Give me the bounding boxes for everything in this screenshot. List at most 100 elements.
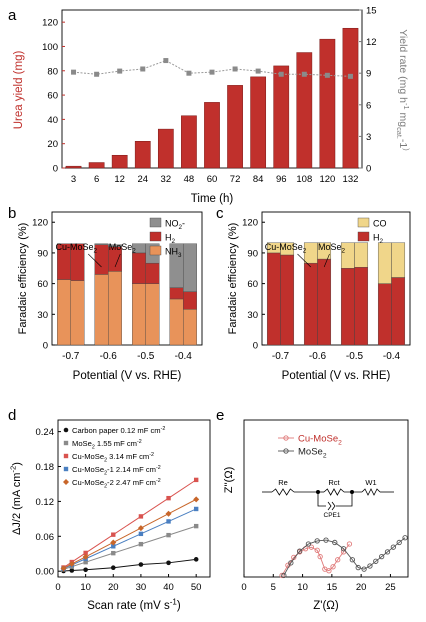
- text-part: -1: [397, 139, 409, 148]
- text-part: 2: [380, 238, 384, 245]
- y-right-tick-label: 15: [366, 6, 377, 17]
- text-part: 2: [172, 238, 176, 245]
- bar-segment: [70, 243, 85, 281]
- x-tick-label: 24: [137, 174, 148, 185]
- text-part: -2: [156, 465, 161, 471]
- bar: [157, 128, 174, 169]
- legend-label: CO: [373, 219, 387, 229]
- bar-segment: [354, 267, 369, 346]
- text-part: -2: [137, 439, 142, 445]
- legend-label: Carbon paper 0.12 mF cm-2: [72, 426, 165, 435]
- y-right-axis-label: Yield rate (mg h-1 mgcat.-1): [395, 29, 411, 150]
- legend-marker: [63, 440, 69, 446]
- data-point: [193, 557, 199, 562]
- data-point: [373, 558, 379, 564]
- bar-segment: [280, 242, 295, 256]
- data-point: [323, 537, 329, 543]
- legend-marker: [63, 479, 69, 485]
- bar: [273, 65, 290, 169]
- data-point: [324, 72, 330, 78]
- data-point: [308, 544, 315, 550]
- data-point: [138, 531, 144, 537]
- y-tick-label: 0.12: [36, 497, 55, 508]
- data-point: [71, 69, 77, 75]
- panel-a: 0 20 40 60 80 100 120 0 3 6 9 12 15 3 6 12 24 32 48 60 72 84 9…: [13, 6, 411, 206]
- bar-segment: [377, 242, 392, 284]
- data-point: [166, 532, 171, 538]
- x-tick-label: -0.7: [272, 351, 290, 362]
- text-part: MoSe: [72, 439, 92, 448]
- circuit-resistor: [271, 488, 295, 496]
- data-point: [255, 68, 261, 74]
- text-part: ): [11, 462, 23, 466]
- bar-segment: [132, 283, 146, 346]
- text-part: 2: [179, 224, 183, 231]
- fit-line: [283, 537, 406, 576]
- y-tick-label: 0.00: [36, 567, 55, 578]
- data-point: [340, 546, 347, 552]
- bar: [319, 38, 336, 169]
- bar-segment: [94, 243, 109, 245]
- x-tick-label: 50: [191, 582, 202, 593]
- text-part: ): [177, 600, 181, 612]
- data-point: [69, 568, 75, 573]
- x-tick-label: 72: [230, 174, 241, 185]
- y-axis-label: Z''(Ω): [223, 467, 235, 493]
- text-part: NO: [165, 219, 179, 229]
- data-point: [390, 544, 397, 550]
- text-part: 2: [104, 483, 107, 489]
- x-tick-label: 32: [161, 174, 172, 185]
- x-tick-label: 20: [356, 582, 367, 593]
- data-point: [166, 495, 171, 501]
- bar: [342, 27, 359, 169]
- data-point: [402, 535, 408, 541]
- x-tick-label: -0.6: [309, 351, 327, 362]
- bar-segment: [108, 244, 122, 247]
- y-tick-label: 90: [37, 248, 48, 259]
- data-point: [335, 557, 341, 563]
- x-tick-label: 0: [241, 582, 246, 593]
- plot-frame: [261, 211, 411, 346]
- data-point: [281, 572, 287, 579]
- data-point: [137, 525, 144, 532]
- bar: [111, 154, 128, 169]
- text-part: Cu-MoSe: [72, 465, 104, 474]
- x-tick-label: 0: [55, 582, 60, 593]
- x-tick-label: 108: [296, 174, 312, 185]
- text-part: 3.14 mF cm: [107, 452, 149, 461]
- annotation-arrow: [88, 253, 102, 268]
- bar: [88, 162, 105, 169]
- y-tick-label: 120: [242, 218, 258, 229]
- circuit-wire: [317, 492, 326, 507]
- legend-swatch: [149, 217, 162, 228]
- text-part: 2: [132, 248, 136, 255]
- x-tick-label: 96: [276, 174, 287, 185]
- text-part: 2: [104, 457, 107, 463]
- circuit-wire: [336, 492, 353, 507]
- x-tick-label: 15: [327, 582, 338, 593]
- text-part: Carbon paper 0.12 mF cm: [72, 426, 161, 435]
- data-point: [378, 553, 385, 560]
- data-point: [94, 71, 100, 77]
- y-tick-label: 80: [47, 66, 58, 77]
- y-tick-label: 0.18: [36, 462, 55, 473]
- data-point: [314, 547, 320, 553]
- legend-label: Cu-MoSe2 3.14 mF cm-2: [72, 452, 154, 463]
- text-part: ): [402, 148, 411, 150]
- legend-marker: [63, 466, 69, 472]
- y-tick-label: 30: [37, 310, 48, 321]
- text-part: NH: [165, 247, 178, 257]
- data-point: [314, 538, 320, 544]
- text-part: 2: [303, 248, 307, 255]
- text-part: H: [373, 233, 380, 243]
- x-tick-label: 60: [207, 174, 218, 185]
- bar-segment: [183, 243, 197, 292]
- fit-line: [63, 525, 197, 570]
- bar: [250, 76, 267, 169]
- bar-segment: [132, 252, 146, 284]
- y-tick-label: 0: [253, 341, 258, 352]
- bar: [296, 52, 313, 169]
- data-point: [60, 565, 67, 572]
